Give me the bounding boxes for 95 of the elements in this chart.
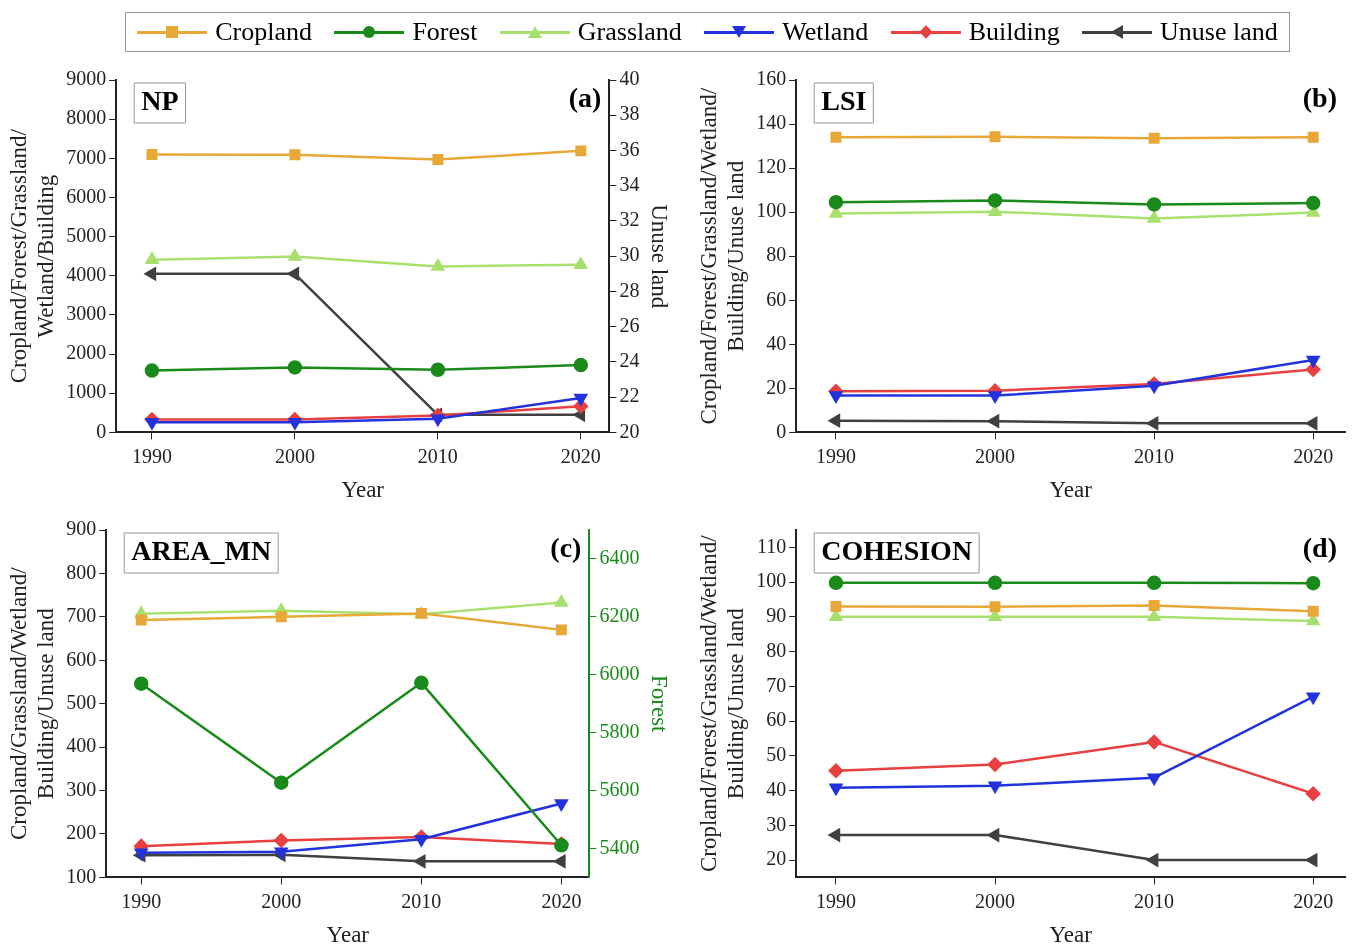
x-axis-title: Year: [1049, 922, 1093, 948]
y-tick-label: 100: [66, 864, 97, 887]
y-tick-label: 400: [66, 734, 97, 757]
y2-tick-label: 28: [619, 278, 640, 301]
annotation: (b): [1302, 82, 1337, 114]
x-axis-title: Year: [326, 922, 370, 948]
y-tick-label: 60: [766, 287, 787, 310]
y-tick-label: 7000: [66, 145, 107, 168]
y-tick-label: 9000: [66, 67, 107, 90]
y-tick-label: 60: [766, 708, 787, 731]
y2-tick-label: 5800: [599, 719, 640, 742]
x-tick-label: 2000: [274, 444, 315, 467]
legend-label: Cropland: [215, 17, 312, 47]
y-tick-label: 500: [66, 690, 97, 713]
chart-title: COHESION: [821, 535, 973, 567]
x-tick-label: 2010: [417, 444, 458, 467]
x-tick-label: 1990: [815, 889, 856, 912]
y-tick-label: 110: [756, 534, 787, 557]
x-tick-label: 2020: [1293, 444, 1334, 467]
annotation: (d): [1302, 532, 1337, 564]
x-tick-label: 2000: [261, 889, 302, 912]
x-tick-label: 2020: [560, 444, 601, 467]
y2-tick-label: 22: [619, 384, 640, 407]
y-tick-label: 800: [66, 560, 97, 583]
y-tick-label: 0: [776, 419, 787, 442]
y-tick-label: 140: [756, 111, 787, 134]
y-tick-label: 160: [756, 67, 787, 90]
y-tick-label: 600: [66, 647, 97, 670]
legend-label: Grassland: [577, 17, 682, 47]
y2-tick-label: 6000: [599, 662, 640, 684]
y2-tick-label: 5400: [599, 835, 640, 858]
y-tick-label: 5000: [66, 223, 107, 246]
x-tick-label: 2020: [541, 889, 582, 912]
x-tick-label: 2010: [401, 889, 442, 912]
y2-tick-label: 6400: [599, 546, 640, 569]
y-tick-label: 20: [766, 375, 787, 398]
x-tick-label: 2010: [1134, 444, 1175, 467]
x-tick-label: 2010: [1134, 889, 1175, 912]
x-tick-label: 1990: [121, 889, 162, 912]
y-tick-label: 100: [756, 569, 787, 592]
legend-label: Unuse land: [1160, 17, 1278, 47]
annotation: (c): [550, 532, 582, 564]
legend-label: Forest: [412, 17, 478, 47]
y-tick-label: 70: [766, 673, 787, 696]
y-tick-label: 30: [766, 812, 787, 835]
chart-title: AREA_MN: [131, 535, 272, 567]
y-tick-label: 700: [66, 604, 97, 627]
y-tick-label: 1000: [66, 380, 107, 403]
y2-tick-label: 5600: [599, 777, 640, 800]
y2-tick-label: 38: [619, 102, 640, 125]
y2-tick-label: 34: [619, 172, 640, 195]
y-tick-label: 120: [756, 155, 787, 178]
y-tick-label: 200: [66, 821, 97, 844]
x-axis-title: Year: [341, 477, 385, 503]
x-tick-label: 1990: [815, 444, 856, 467]
y-tick-label: 300: [66, 777, 97, 800]
y2-tick-label: 32: [619, 208, 640, 231]
y-tick-label: 8000: [66, 106, 107, 129]
y-tick-label: 3000: [66, 302, 107, 325]
y-tick-label: 900: [66, 517, 97, 540]
y-tick-label: 6000: [66, 184, 107, 207]
annotation: (a): [568, 82, 602, 114]
y2-axis-title: Forest: [647, 674, 673, 734]
y-axis-title: Cropland/Forest/Grassland/Wetland/ Building/Unuse land: [695, 87, 749, 425]
x-tick-label: 2000: [975, 444, 1016, 467]
y-tick-label: 2000: [66, 341, 107, 364]
y2-tick-label: 36: [619, 137, 640, 160]
y-tick-label: 80: [766, 243, 787, 266]
chart-title: LSI: [821, 85, 867, 117]
y2-tick-label: 30: [619, 243, 640, 266]
y-tick-label: 90: [766, 604, 787, 627]
y-tick-label: 50: [766, 743, 787, 766]
y-tick-label: 40: [766, 777, 787, 800]
y-tick-label: 40: [766, 331, 787, 354]
y-tick-label: 0: [96, 419, 107, 442]
y2-tick-label: 40: [619, 67, 640, 90]
y2-axis-title: Unuse land: [647, 204, 673, 309]
y-tick-label: 4000: [66, 263, 107, 286]
x-tick-label: 2020: [1293, 889, 1334, 912]
y-axis-title: Cropland/Forest/Grassland/Wetland/ Building/Unuse land: [695, 534, 749, 873]
y2-tick-label: 20: [619, 419, 640, 442]
legend-label: Building: [968, 17, 1060, 47]
y-axis-title: Cropland/Forest/Grassland/ Wetland/Building: [5, 128, 59, 384]
y2-tick-label: 6200: [599, 604, 640, 627]
y-axis-title: Cropland/Grassland/Wetland/ Building/Unuse land: [5, 566, 59, 841]
x-tick-label: 2000: [975, 889, 1016, 912]
y-tick-label: 80: [766, 638, 787, 661]
x-tick-label: 1990: [131, 444, 172, 467]
y2-tick-label: 24: [619, 349, 640, 372]
y-tick-label: 20: [766, 847, 787, 870]
legend-label: Wetland: [782, 17, 869, 47]
y2-tick-label: 26: [619, 313, 640, 336]
chart-title: NP: [141, 85, 179, 117]
y-tick-label: 100: [756, 199, 787, 222]
x-axis-title: Year: [1049, 477, 1093, 503]
